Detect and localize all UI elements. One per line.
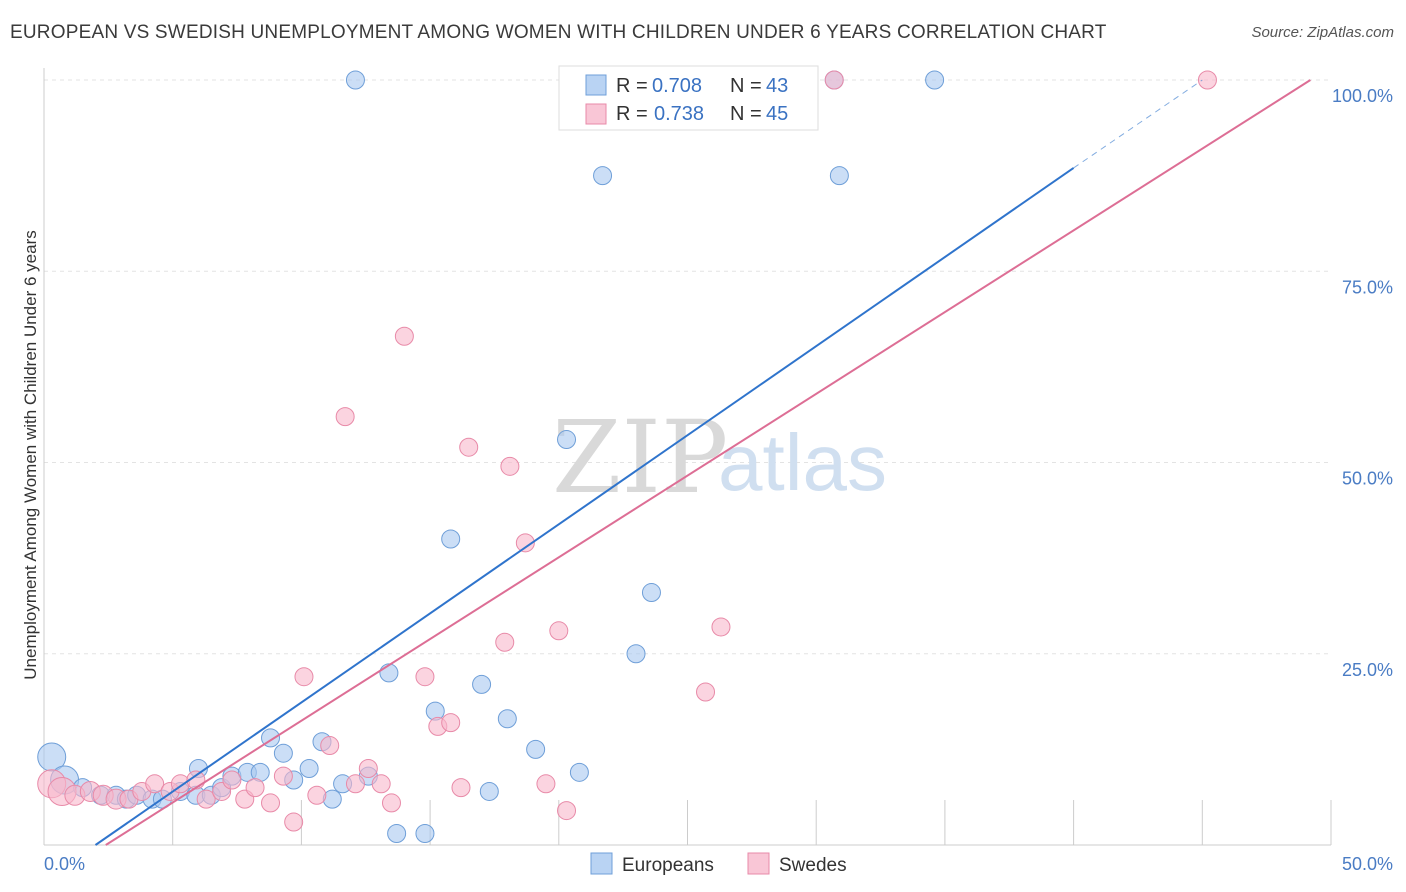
- point-swedes: [696, 682, 716, 702]
- legend-r-label-swedes: R =: [616, 103, 648, 125]
- y-tick-label: 50.0%: [1342, 469, 1393, 489]
- legend-r-value-europeans: 0.708: [652, 75, 702, 97]
- trend-lines: [94, 79, 1311, 846]
- point-swedes: [371, 774, 391, 794]
- point-swedes: [459, 437, 479, 457]
- point-europeans: [387, 824, 407, 844]
- legend-bottom-label-swedes: Swedes: [779, 855, 847, 876]
- point-europeans: [299, 759, 319, 778]
- point-swedes: [284, 812, 304, 832]
- point-europeans: [379, 663, 399, 683]
- point-swedes: [381, 793, 401, 813]
- legend-n-value-swedes: 45: [766, 103, 788, 125]
- point-swedes: [320, 736, 340, 756]
- legend-n-label-swedes: N =: [730, 103, 762, 125]
- legend-swatch-swedes: [585, 103, 607, 125]
- point-swedes: [145, 774, 165, 794]
- point-europeans: [497, 709, 517, 729]
- tick-labels: 25.0% 50.0% 75.0% 100.0% 0.0% 50.0%: [44, 86, 1393, 874]
- point-europeans: [345, 70, 365, 90]
- point-swedes: [824, 70, 844, 90]
- point-swedes: [196, 789, 216, 809]
- point-europeans: [925, 70, 945, 90]
- point-europeans: [593, 166, 613, 186]
- trend-extension-europeans: [1073, 79, 1203, 169]
- point-swedes: [294, 667, 314, 687]
- legend-r-label-europeans: R =: [616, 75, 648, 97]
- point-europeans: [557, 430, 577, 450]
- legend-n-value-europeans: 43: [766, 75, 788, 97]
- point-swedes: [1197, 70, 1217, 90]
- legend-top: R = 0.708 N = 43 R = 0.738 N = 45: [558, 65, 819, 131]
- point-swedes: [711, 617, 731, 637]
- legend-n-label-europeans: N =: [730, 75, 762, 97]
- trend-line-europeans: [94, 167, 1075, 846]
- point-europeans: [479, 781, 499, 801]
- watermark-zip: ZIP: [552, 399, 728, 516]
- point-swedes: [273, 766, 293, 786]
- watermark-atlas: atlas: [718, 418, 887, 507]
- y-axis-label: Unemployment Among Women with Children U…: [21, 230, 40, 679]
- point-swedes: [451, 778, 471, 798]
- point-swedes: [394, 326, 414, 346]
- grid-lines: [44, 79, 1331, 655]
- point-europeans: [415, 824, 435, 844]
- point-swedes: [358, 759, 378, 778]
- point-swedes: [345, 774, 365, 794]
- point-swedes: [536, 774, 556, 794]
- point-europeans: [273, 743, 293, 763]
- legend-r-value-swedes: 0.738: [654, 103, 704, 125]
- point-swedes: [441, 713, 461, 733]
- point-swedes: [515, 533, 535, 553]
- x-tick-label: 0.0%: [44, 854, 85, 874]
- point-swedes: [261, 793, 281, 813]
- point-europeans: [472, 674, 492, 694]
- legend-bottom: Europeans Swedes: [590, 852, 847, 876]
- point-europeans: [626, 644, 646, 664]
- point-europeans: [829, 166, 849, 186]
- point-europeans: [441, 529, 461, 549]
- point-europeans: [569, 762, 589, 782]
- y-tick-label: 100.0%: [1332, 86, 1393, 106]
- y-tick-label: 25.0%: [1342, 660, 1393, 680]
- point-swedes: [335, 407, 355, 427]
- trend-line-swedes: [105, 79, 1311, 846]
- point-swedes: [245, 778, 265, 798]
- point-swedes: [549, 621, 569, 641]
- y-tick-label: 75.0%: [1342, 277, 1393, 297]
- point-swedes: [495, 632, 515, 652]
- point-swedes: [500, 456, 520, 476]
- point-swedes: [415, 667, 435, 687]
- point-swedes: [557, 801, 577, 821]
- point-swedes: [222, 770, 242, 790]
- data-points: [37, 70, 1217, 844]
- x-tick-label: 50.0%: [1342, 854, 1393, 874]
- legend-bottom-swatch-swedes: [747, 852, 770, 875]
- legend-bottom-label-europeans: Europeans: [622, 855, 714, 876]
- chart-title: EUROPEAN VS SWEDISH UNEMPLOYMENT AMONG W…: [10, 22, 1107, 43]
- watermark: ZIP atlas: [552, 399, 887, 516]
- legend-swatch-europeans: [585, 74, 607, 96]
- point-swedes: [307, 785, 327, 805]
- chart-source: Source: ZipAtlas.com: [1251, 24, 1394, 41]
- point-europeans: [526, 739, 546, 759]
- point-europeans: [641, 583, 661, 603]
- legend-bottom-swatch-europeans: [590, 852, 613, 875]
